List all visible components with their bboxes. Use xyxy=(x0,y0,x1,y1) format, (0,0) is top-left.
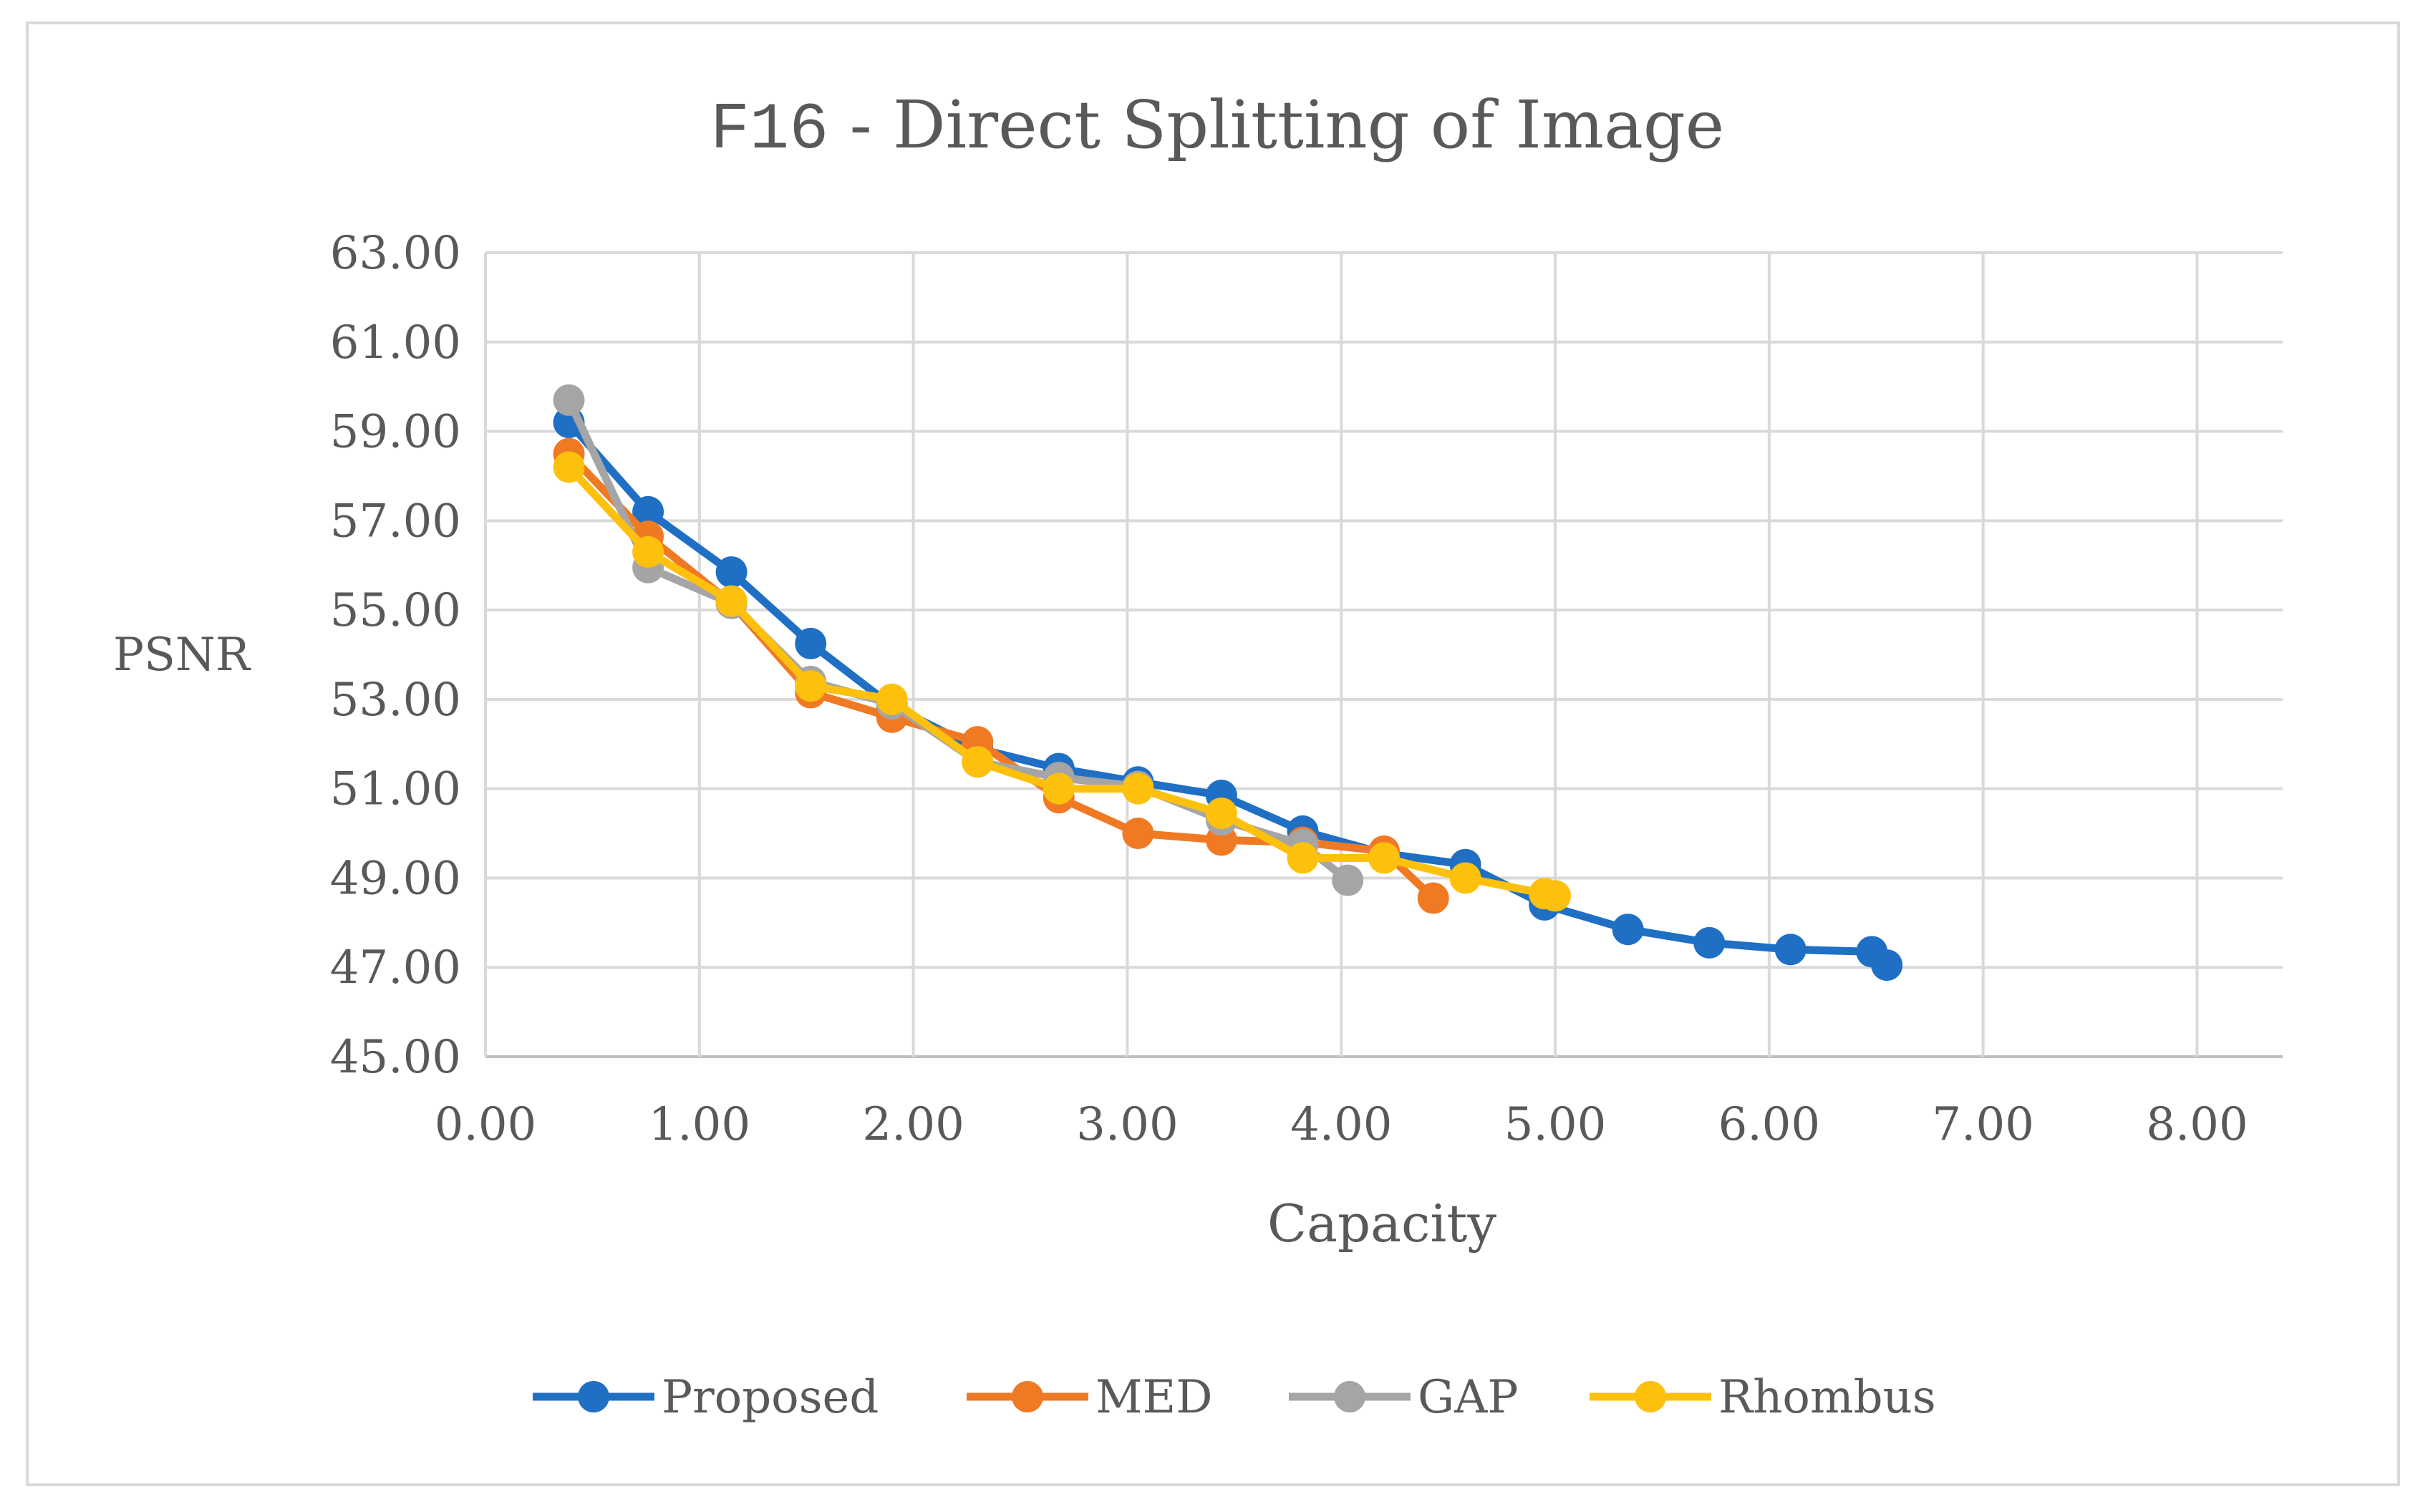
series-line-proposed xyxy=(565,418,1891,969)
legend-label-gap: GAP xyxy=(1418,1371,1518,1424)
y-tick-label: 61.00 xyxy=(330,316,461,369)
data-point-proposed xyxy=(1612,914,1644,946)
chart-title-rest: - Direct Splitting of Image xyxy=(828,87,1724,163)
data-point-rhombus xyxy=(632,536,664,568)
data-point-proposed xyxy=(795,627,827,659)
x-tick-label: 3.00 xyxy=(1076,1098,1179,1151)
y-tick-label: 63.00 xyxy=(330,227,461,280)
legend-label-proposed: Proposed xyxy=(662,1371,879,1424)
data-point-proposed xyxy=(715,556,748,588)
data-point-rhombus xyxy=(715,585,748,617)
data-point-rhombus xyxy=(1287,842,1319,874)
data-point-rhombus xyxy=(1449,862,1481,894)
legend-swatch-marker-gap xyxy=(1334,1381,1365,1412)
chart-title-prefix: F16 xyxy=(710,92,829,168)
legend-item-gap: GAP xyxy=(1289,1371,1518,1424)
data-point-rhombus xyxy=(1539,880,1572,912)
series-layer xyxy=(553,384,1903,982)
legend-swatch-marker-proposed xyxy=(578,1381,609,1412)
data-point-rhombus xyxy=(962,746,994,778)
legend-item-proposed: Proposed xyxy=(533,1371,879,1424)
x-tick-label: 8.00 xyxy=(2146,1098,2248,1151)
chart-title: F16 - Direct Splitting of Image xyxy=(710,87,1725,168)
data-point-proposed xyxy=(1693,926,1726,959)
y-tick-label: 55.00 xyxy=(330,584,461,637)
data-point-rhombus xyxy=(1205,797,1237,829)
data-point-proposed xyxy=(632,495,664,528)
y-tick-label: 49.00 xyxy=(330,852,461,905)
data-point-rhombus xyxy=(876,683,908,715)
x-tick-label: 1.00 xyxy=(649,1098,751,1151)
data-point-rhombus xyxy=(1043,772,1075,805)
x-axis-tick-labels: 0.00 1.00 2.00 3.00 4.00 5.00 6.00 7.00 8.00 xyxy=(435,1098,2248,1151)
legend-item-rhombus: Rhombus xyxy=(1590,1371,1936,1424)
legend-label-med: MED xyxy=(1095,1371,1213,1424)
data-point-rhombus xyxy=(1122,772,1154,805)
series-line-rhombus xyxy=(565,463,1559,900)
x-tick-label: 2.00 xyxy=(862,1098,964,1151)
y-axis-tick-labels: 45.00 47.00 49.00 51.00 53.00 55.00 57.00 59.00… xyxy=(330,227,461,1084)
data-point-proposed xyxy=(1871,949,1903,982)
data-point-gap xyxy=(553,384,585,416)
y-tick-label: 53.00 xyxy=(330,674,461,727)
x-tick-label: 5.00 xyxy=(1504,1098,1607,1151)
data-point-gap xyxy=(1332,864,1364,896)
x-tick-label: 6.00 xyxy=(1718,1098,1821,1151)
legend-label-rhombus: Rhombus xyxy=(1718,1371,1936,1424)
legend-item-med: MED xyxy=(967,1371,1213,1424)
x-tick-label: 7.00 xyxy=(1932,1098,2034,1151)
y-gridlines xyxy=(485,251,2283,1058)
chart-frame: F16 - Direct Splitting of Image 45.00 47.… xyxy=(26,21,2400,1486)
chart-canvas: F16 - Direct Splitting of Image 45.00 47.… xyxy=(113,87,2283,1424)
x-tick-label: 0.00 xyxy=(435,1098,537,1151)
data-point-rhombus xyxy=(553,451,585,483)
data-point-rhombus xyxy=(1368,842,1400,874)
y-tick-label: 51.00 xyxy=(330,763,461,816)
x-tick-label: 4.00 xyxy=(1290,1098,1393,1151)
data-point-med xyxy=(1417,882,1449,914)
x-axis-label: Capacity xyxy=(1267,1193,1496,1254)
series-proposed xyxy=(553,407,1903,982)
legend-swatch-marker-rhombus xyxy=(1635,1381,1666,1412)
series-gap xyxy=(553,384,1364,896)
legend: Proposed MED GAP Rhombus xyxy=(533,1371,1936,1424)
y-tick-label: 45.00 xyxy=(330,1031,461,1084)
y-tick-label: 57.00 xyxy=(330,495,461,548)
series-rhombus xyxy=(553,451,1572,912)
y-tick-label: 47.00 xyxy=(330,941,461,994)
y-axis-label: PSNR xyxy=(113,629,251,682)
data-point-proposed xyxy=(1774,934,1807,966)
y-tick-label: 59.00 xyxy=(330,406,461,459)
legend-swatch-marker-med xyxy=(1012,1381,1043,1412)
x-gridlines xyxy=(484,253,2199,1057)
data-point-med xyxy=(1122,818,1154,850)
data-point-rhombus xyxy=(795,670,827,702)
